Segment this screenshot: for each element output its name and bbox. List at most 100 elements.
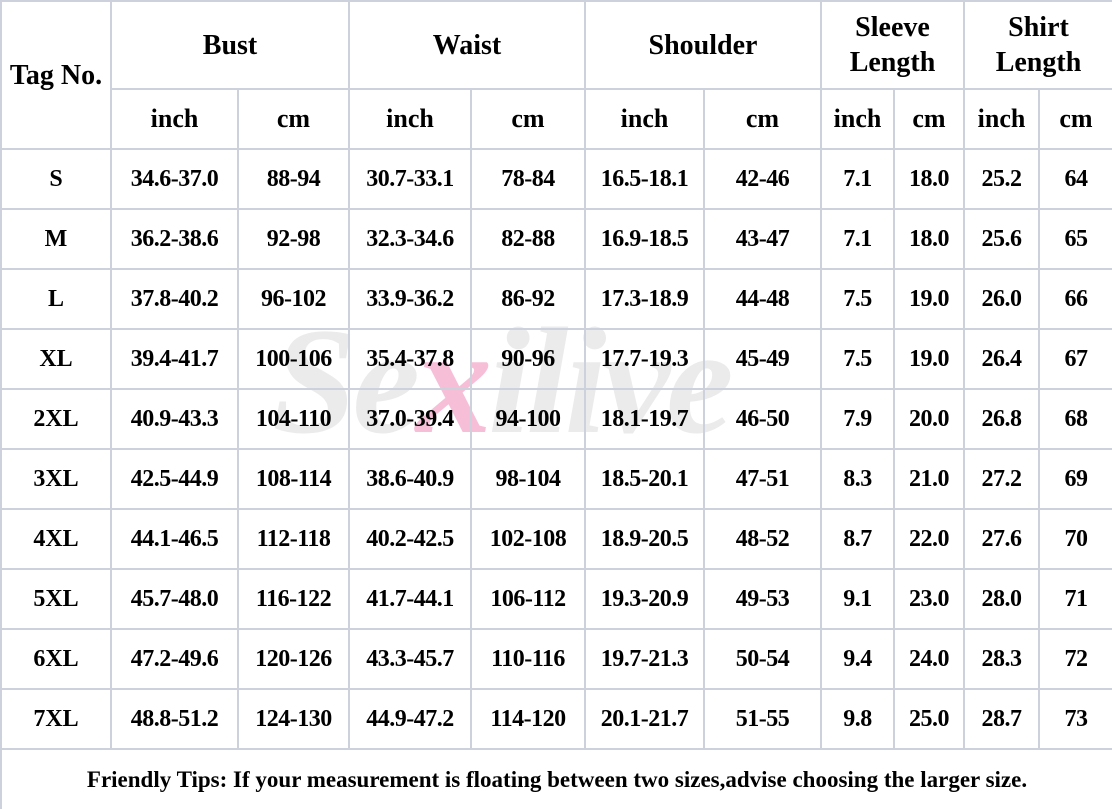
measurement-cell: 68 — [1038, 388, 1112, 450]
row-tag: 7XL — [0, 688, 112, 750]
unit-shoulder-inch: inch — [584, 88, 705, 150]
measurement-cell: 48-52 — [703, 508, 822, 570]
measurement-cell: 26.0 — [963, 268, 1040, 330]
measurement-cell: 114-120 — [470, 688, 586, 750]
table-row: S 34.6-37.0 88-94 30.7-33.1 78-84 16.5-18.1 42… — [0, 148, 1112, 210]
measurement-cell: 7.1 — [820, 148, 895, 210]
measurement-cell: 45.7-48.0 — [110, 568, 239, 630]
measurement-cell: 20.0 — [893, 388, 965, 450]
measurement-cell: 28.0 — [963, 568, 1040, 630]
header-units-row: inch cm inch cm inch cm inch cm inch cm — [1, 88, 1112, 150]
measurement-cell: 28.7 — [963, 688, 1040, 750]
row-tag: 4XL — [0, 508, 112, 570]
table-row: 2XL 40.9-43.3 104-110 37.0-39.4 94-100 18.1-1… — [0, 388, 1112, 450]
header-tag-no: Tag No. — [0, 0, 112, 150]
table-row: 3XL 42.5-44.9 108-114 38.6-40.9 98-104 18.5-2… — [0, 448, 1112, 510]
measurement-cell: 9.1 — [820, 568, 895, 630]
table-row: 5XL 45.7-48.0 116-122 41.7-44.1 106-112 19.3-… — [0, 568, 1112, 630]
measurement-cell: 40.2-42.5 — [348, 508, 472, 570]
unit-bust-cm: cm — [237, 88, 350, 150]
measurement-cell: 100-106 — [237, 328, 350, 390]
unit-waist-cm: cm — [470, 88, 586, 150]
unit-bust-inch: inch — [110, 88, 239, 150]
header-sleeve-length: Sleeve Length — [820, 0, 965, 90]
measurement-cell: 86-92 — [470, 268, 586, 330]
footer-row: Friendly Tips: If your measurement is fl… — [0, 748, 1112, 809]
measurement-cell: 120-126 — [237, 628, 350, 690]
measurement-cell: 50-54 — [703, 628, 822, 690]
header-waist: Waist — [348, 0, 586, 90]
measurement-cell: 16.5-18.1 — [584, 148, 705, 210]
row-tag: M — [0, 208, 112, 270]
unit-shoulder-cm: cm — [703, 88, 822, 150]
measurement-cell: 23.0 — [893, 568, 965, 630]
measurement-cell: 96-102 — [237, 268, 350, 330]
row-tag: L — [0, 268, 112, 330]
measurement-cell: 21.0 — [893, 448, 965, 510]
measurement-cell: 28.3 — [963, 628, 1040, 690]
measurement-cell: 19.0 — [893, 328, 965, 390]
measurement-cell: 45-49 — [703, 328, 822, 390]
measurement-cell: 44-48 — [703, 268, 822, 330]
measurement-cell: 26.8 — [963, 388, 1040, 450]
measurement-cell: 44.9-47.2 — [348, 688, 472, 750]
measurement-cell: 27.6 — [963, 508, 1040, 570]
measurement-cell: 108-114 — [237, 448, 350, 510]
measurement-cell: 82-88 — [470, 208, 586, 270]
measurement-cell: 16.9-18.5 — [584, 208, 705, 270]
table-row: 6XL 47.2-49.6 120-126 43.3-45.7 110-116 19.7-… — [0, 628, 1112, 690]
measurement-cell: 43-47 — [703, 208, 822, 270]
row-tag: 2XL — [0, 388, 112, 450]
measurement-cell: 69 — [1038, 448, 1112, 510]
measurement-cell: 116-122 — [237, 568, 350, 630]
measurement-cell: 8.3 — [820, 448, 895, 510]
measurement-cell: 48.8-51.2 — [110, 688, 239, 750]
measurement-cell: 18.0 — [893, 208, 965, 270]
measurement-cell: 17.7-19.3 — [584, 328, 705, 390]
measurement-cell: 112-118 — [237, 508, 350, 570]
measurement-cell: 41.7-44.1 — [348, 568, 472, 630]
measurement-cell: 49-53 — [703, 568, 822, 630]
measurement-cell: 9.4 — [820, 628, 895, 690]
row-tag: XL — [0, 328, 112, 390]
measurement-cell: 9.8 — [820, 688, 895, 750]
measurement-cell: 25.0 — [893, 688, 965, 750]
measurement-cell: 43.3-45.7 — [348, 628, 472, 690]
table-row: 7XL 48.8-51.2 124-130 44.9-47.2 114-120 20.1-… — [0, 688, 1112, 750]
header-shirt-length: Shirt Length — [963, 0, 1112, 90]
measurement-cell: 42.5-44.9 — [110, 448, 239, 510]
measurement-cell: 64 — [1038, 148, 1112, 210]
measurement-cell: 36.2-38.6 — [110, 208, 239, 270]
table-row: XL 39.4-41.7 100-106 35.4-37.8 90-96 17.7-19.… — [0, 328, 1112, 390]
measurement-cell: 7.1 — [820, 208, 895, 270]
row-tag: 5XL — [0, 568, 112, 630]
measurement-cell: 110-116 — [470, 628, 586, 690]
measurement-cell: 26.4 — [963, 328, 1040, 390]
measurement-cell: 22.0 — [893, 508, 965, 570]
measurement-cell: 124-130 — [237, 688, 350, 750]
row-tag: S — [0, 148, 112, 210]
measurement-cell: 37.0-39.4 — [348, 388, 472, 450]
measurement-cell: 46-50 — [703, 388, 822, 450]
measurement-cell: 73 — [1038, 688, 1112, 750]
measurement-cell: 65 — [1038, 208, 1112, 270]
measurement-cell: 92-98 — [237, 208, 350, 270]
measurement-cell: 30.7-33.1 — [348, 148, 472, 210]
measurement-cell: 70 — [1038, 508, 1112, 570]
measurement-cell: 20.1-21.7 — [584, 688, 705, 750]
measurement-cell: 25.2 — [963, 148, 1040, 210]
measurement-cell: 39.4-41.7 — [110, 328, 239, 390]
unit-shirt-cm: cm — [1038, 88, 1112, 150]
measurement-cell: 18.9-20.5 — [584, 508, 705, 570]
unit-shirt-inch: inch — [963, 88, 1040, 150]
unit-waist-inch: inch — [348, 88, 472, 150]
measurement-cell: 37.8-40.2 — [110, 268, 239, 330]
measurement-cell: 7.9 — [820, 388, 895, 450]
measurement-cell: 7.5 — [820, 268, 895, 330]
measurement-cell: 102-108 — [470, 508, 586, 570]
measurement-cell: 25.6 — [963, 208, 1040, 270]
measurement-cell: 78-84 — [470, 148, 586, 210]
table-body: S 34.6-37.0 88-94 30.7-33.1 78-84 16.5-18.1 42… — [0, 148, 1112, 750]
measurement-cell: 47.2-49.6 — [110, 628, 239, 690]
